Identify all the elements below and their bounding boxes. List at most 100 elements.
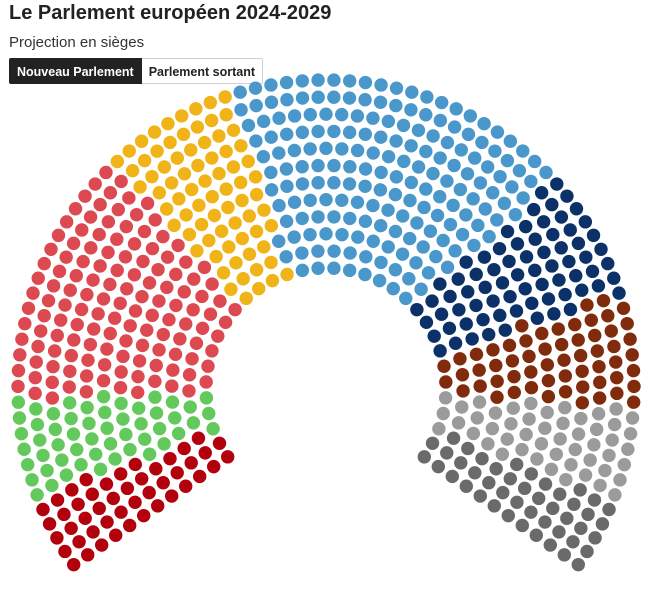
- seat-group-4: [134, 134, 149, 148]
- seat-group-3: [156, 229, 170, 244]
- seat-group-1: [170, 466, 184, 480]
- seat-group-4: [204, 113, 219, 128]
- seat-group-5: [490, 125, 505, 139]
- seat-group-5: [295, 74, 310, 88]
- seat-group-5: [455, 227, 470, 242]
- seat-group-3: [70, 317, 84, 332]
- seat-group-5: [256, 114, 271, 129]
- seat-group-1: [179, 479, 193, 493]
- seat-group-5: [482, 229, 496, 244]
- tab-parlement-sortant[interactable]: Parlement sortant: [141, 58, 263, 84]
- seat-group-2: [149, 406, 164, 420]
- seat-group-3: [129, 207, 144, 222]
- seat-group-7: [538, 342, 552, 356]
- seat-group-2: [51, 438, 65, 452]
- seat-group-5: [539, 165, 553, 180]
- seat-group-5: [454, 143, 468, 157]
- seat-group-1: [207, 459, 221, 474]
- seat-group-5: [459, 208, 473, 222]
- seat-group-3: [177, 285, 191, 299]
- seat-group-3: [118, 250, 133, 264]
- tab-nouveau-parlement[interactable]: Nouveau Parlement: [9, 58, 142, 84]
- seat-group-9: [475, 451, 489, 466]
- seat-group-1: [221, 450, 235, 464]
- seat-group-3: [41, 293, 56, 308]
- seat-group-5: [366, 146, 380, 160]
- seat-group-7: [610, 386, 624, 401]
- seat-group-3: [13, 348, 27, 362]
- seat-group-8: [466, 426, 481, 441]
- seat-group-2: [108, 452, 122, 466]
- seat-group-4: [161, 116, 175, 131]
- seat-group-3: [107, 311, 122, 325]
- seat-group-5: [280, 127, 294, 141]
- seat-group-6: [575, 283, 589, 297]
- seat-group-7: [437, 359, 451, 373]
- seat-group-3: [87, 322, 101, 336]
- seat-group-3: [162, 312, 176, 327]
- seat-group-5: [527, 154, 542, 169]
- seat-group-3: [93, 259, 107, 273]
- seat-group-5: [264, 95, 279, 109]
- seat-group-3: [97, 358, 112, 372]
- seat-group-6: [442, 321, 457, 336]
- seat-group-2: [123, 442, 137, 457]
- seat-group-1: [184, 456, 198, 470]
- seat-group-9: [446, 431, 461, 445]
- seat-group-3: [34, 324, 48, 338]
- seat-group-2: [202, 406, 216, 421]
- seat-group-5: [234, 103, 248, 117]
- seat-group-4: [184, 143, 198, 157]
- seat-group-3: [114, 174, 128, 189]
- seat-group-5: [295, 160, 309, 174]
- seat-group-3: [182, 368, 197, 382]
- seat-group-5: [475, 135, 489, 150]
- seat-group-5: [374, 255, 388, 270]
- seat-group-3: [113, 296, 127, 310]
- seat-group-8: [495, 447, 510, 461]
- seat-group-3: [28, 386, 42, 401]
- seat-group-3: [195, 321, 210, 336]
- seat-group-6: [434, 307, 449, 321]
- seat-group-3: [197, 260, 212, 275]
- seat-group-4: [224, 282, 238, 296]
- seat-group-5: [516, 191, 530, 205]
- seat-group-1: [78, 511, 92, 526]
- seat-group-1: [100, 515, 114, 529]
- seat-group-3: [45, 391, 60, 405]
- seat-group-2: [89, 447, 103, 461]
- seat-group-6: [536, 215, 551, 229]
- seat-group-4: [207, 208, 222, 223]
- seat-group-5: [295, 211, 309, 226]
- seat-group-8: [506, 401, 520, 415]
- seat-group-3: [83, 337, 98, 352]
- seat-group-3: [11, 379, 25, 394]
- seat-group-8: [578, 468, 593, 482]
- seat-group-3: [78, 189, 92, 203]
- seat-group-3: [45, 375, 59, 390]
- seat-group-5: [460, 167, 475, 181]
- seat-group-7: [490, 390, 504, 404]
- seat-group-3: [76, 254, 90, 269]
- seat-group-3: [128, 304, 143, 318]
- seat-group-7: [596, 293, 611, 308]
- seat-group-3: [137, 224, 152, 239]
- seat-group-5: [443, 217, 458, 232]
- seat-group-5: [433, 151, 447, 165]
- seat-group-3: [160, 250, 175, 264]
- seat-group-3: [127, 237, 142, 251]
- seat-group-6: [510, 268, 525, 282]
- seat-group-5: [319, 107, 333, 121]
- seat-group-2: [17, 442, 31, 456]
- seat-group-4: [167, 218, 181, 233]
- seat-group-3: [130, 385, 145, 400]
- seat-group-1: [67, 557, 81, 572]
- seat-group-2: [119, 427, 133, 442]
- seat-group-2: [29, 402, 43, 416]
- seat-group-3: [145, 308, 159, 323]
- seat-group-8: [500, 432, 514, 446]
- seat-group-3: [169, 298, 183, 313]
- page-subtitle: Projection en sièges: [9, 34, 145, 51]
- seat-group-5: [372, 273, 387, 288]
